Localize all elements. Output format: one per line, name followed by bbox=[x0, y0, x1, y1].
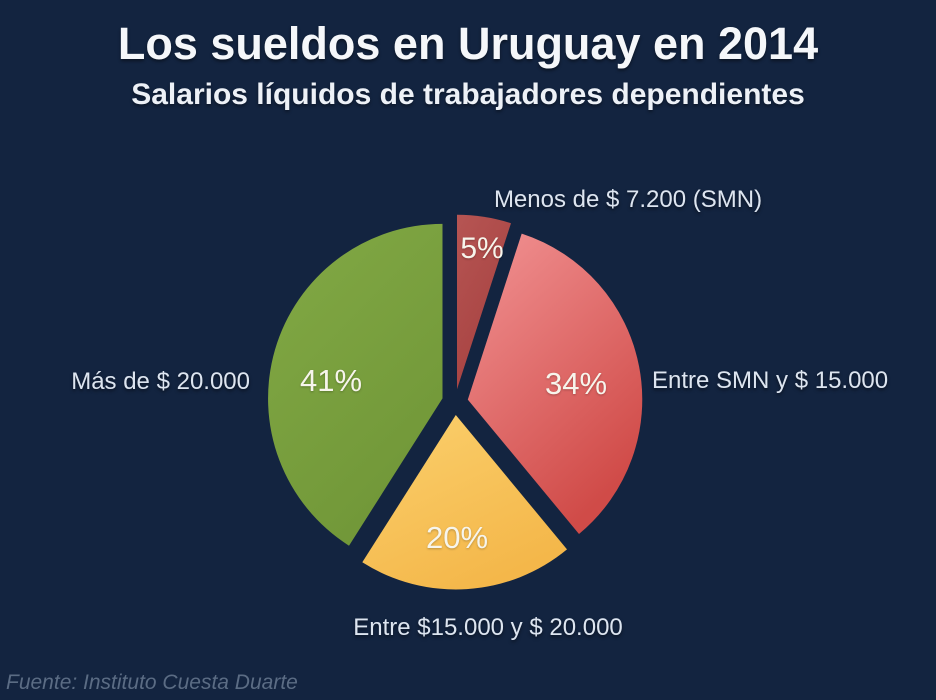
chart-subtitle: Salarios líquidos de trabajadores depend… bbox=[131, 78, 805, 111]
pie-slice-3 bbox=[268, 223, 443, 546]
pie-slice-1 bbox=[467, 233, 643, 534]
pie-slice-percent-mas-20000: 41% bbox=[299, 363, 363, 398]
pie-category-label-entre-15000-20000: Entre $15.000 y $ 20.000 bbox=[353, 614, 623, 641]
pie-category-label-mas-20000: Más de $ 20.000 bbox=[71, 368, 250, 395]
chart-title: Los sueldos en Uruguay en 2014 bbox=[117, 18, 819, 69]
pie-category-label-menos-7200: Menos de $ 7.200 (SMN) bbox=[493, 186, 763, 213]
pie-slice-0 bbox=[457, 214, 511, 390]
source-attribution: Fuente: Instituto Cuesta Duarte bbox=[6, 671, 298, 694]
pie-slice-percent-menos-7200: 5% bbox=[460, 232, 504, 265]
pie-slice-2 bbox=[362, 415, 567, 590]
pie-category-label-entre-smn-15000: Entre SMN y $ 15.000 bbox=[652, 367, 889, 394]
pie-slice-percent-entre-smn-15000: 34% bbox=[544, 366, 608, 401]
pie-slice-percent-entre-15000-20000: 20% bbox=[425, 520, 489, 555]
